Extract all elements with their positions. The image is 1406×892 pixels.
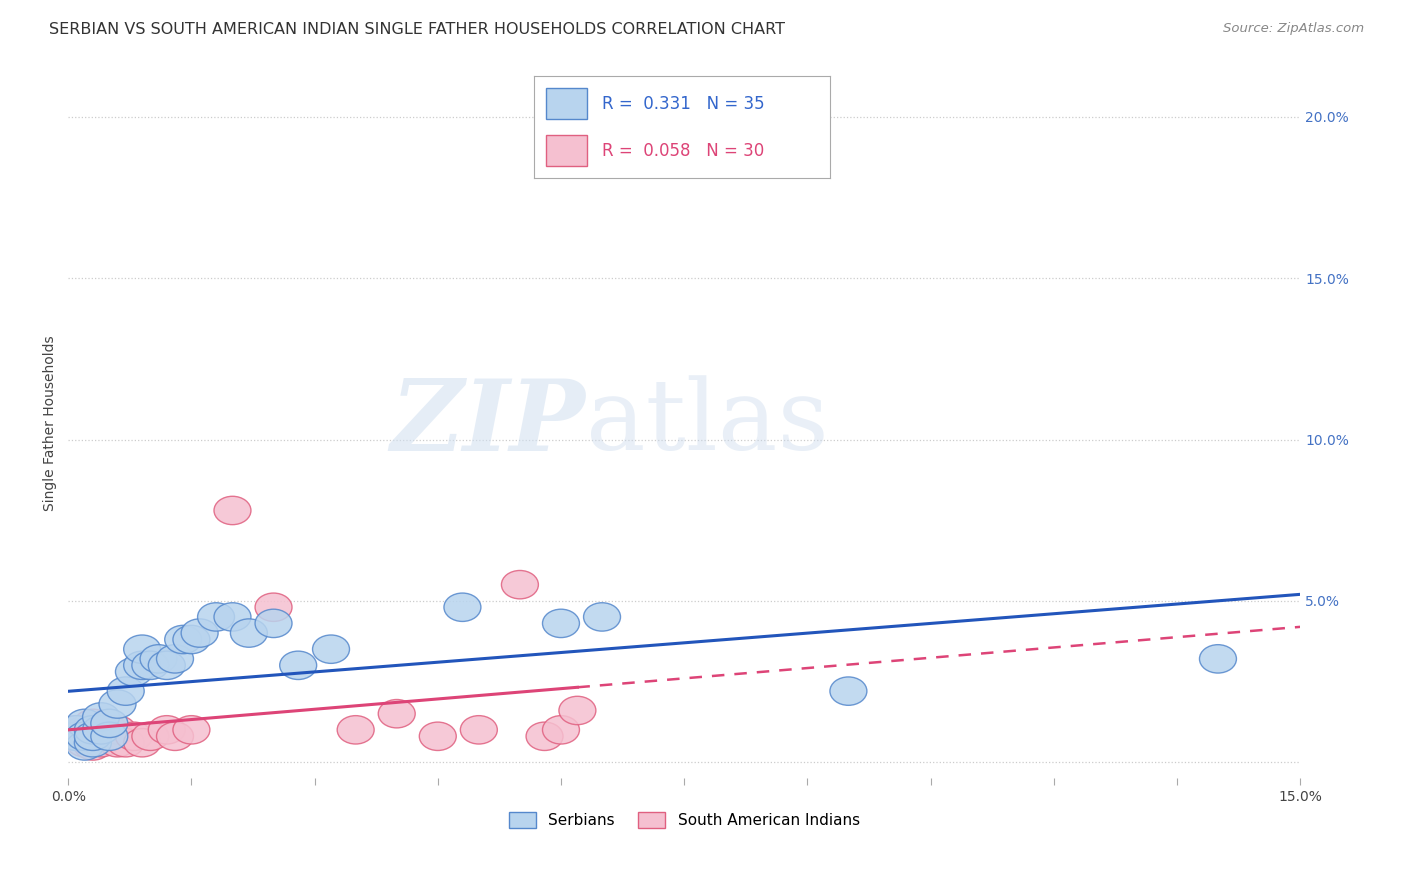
Ellipse shape bbox=[58, 723, 96, 750]
Ellipse shape bbox=[83, 729, 120, 757]
Ellipse shape bbox=[231, 619, 267, 648]
Ellipse shape bbox=[337, 715, 374, 744]
Ellipse shape bbox=[66, 731, 103, 760]
Ellipse shape bbox=[132, 723, 169, 750]
Ellipse shape bbox=[66, 709, 103, 738]
Ellipse shape bbox=[583, 603, 620, 632]
Ellipse shape bbox=[75, 715, 111, 744]
Ellipse shape bbox=[173, 715, 209, 744]
Ellipse shape bbox=[141, 645, 177, 673]
Text: ZIP: ZIP bbox=[391, 376, 586, 472]
Ellipse shape bbox=[75, 729, 111, 757]
Ellipse shape bbox=[58, 715, 96, 744]
Ellipse shape bbox=[419, 723, 457, 750]
Ellipse shape bbox=[165, 625, 201, 654]
Ellipse shape bbox=[91, 723, 128, 750]
Ellipse shape bbox=[378, 699, 415, 728]
Ellipse shape bbox=[66, 715, 103, 744]
Ellipse shape bbox=[124, 729, 160, 757]
Ellipse shape bbox=[312, 635, 350, 664]
Ellipse shape bbox=[91, 723, 128, 750]
Ellipse shape bbox=[526, 723, 562, 750]
Text: R =  0.331   N = 35: R = 0.331 N = 35 bbox=[602, 95, 765, 112]
Ellipse shape bbox=[66, 729, 103, 757]
Ellipse shape bbox=[148, 715, 186, 744]
Ellipse shape bbox=[115, 723, 152, 750]
Ellipse shape bbox=[214, 496, 250, 524]
Ellipse shape bbox=[444, 593, 481, 622]
Ellipse shape bbox=[214, 603, 250, 632]
Text: atlas: atlas bbox=[586, 376, 828, 471]
FancyBboxPatch shape bbox=[546, 136, 588, 166]
Ellipse shape bbox=[66, 723, 103, 750]
Ellipse shape bbox=[75, 731, 111, 760]
Ellipse shape bbox=[83, 723, 120, 750]
Y-axis label: Single Father Households: Single Father Households bbox=[44, 335, 58, 511]
Ellipse shape bbox=[543, 715, 579, 744]
Ellipse shape bbox=[560, 697, 596, 724]
Ellipse shape bbox=[75, 723, 111, 750]
Ellipse shape bbox=[83, 715, 120, 744]
Ellipse shape bbox=[98, 729, 136, 757]
Ellipse shape bbox=[830, 677, 868, 706]
Ellipse shape bbox=[98, 690, 136, 718]
Ellipse shape bbox=[124, 651, 160, 680]
Ellipse shape bbox=[254, 609, 292, 638]
Ellipse shape bbox=[173, 625, 209, 654]
FancyBboxPatch shape bbox=[546, 88, 588, 119]
Text: SERBIAN VS SOUTH AMERICAN INDIAN SINGLE FATHER HOUSEHOLDS CORRELATION CHART: SERBIAN VS SOUTH AMERICAN INDIAN SINGLE … bbox=[49, 22, 785, 37]
Ellipse shape bbox=[98, 715, 136, 744]
Text: R =  0.058   N = 30: R = 0.058 N = 30 bbox=[602, 142, 765, 160]
Ellipse shape bbox=[107, 729, 145, 757]
Ellipse shape bbox=[58, 723, 96, 750]
Ellipse shape bbox=[83, 703, 120, 731]
Ellipse shape bbox=[198, 603, 235, 632]
Text: Source: ZipAtlas.com: Source: ZipAtlas.com bbox=[1223, 22, 1364, 36]
Ellipse shape bbox=[156, 723, 194, 750]
Ellipse shape bbox=[58, 715, 96, 744]
Ellipse shape bbox=[460, 715, 498, 744]
Ellipse shape bbox=[148, 651, 186, 680]
Ellipse shape bbox=[254, 593, 292, 622]
Ellipse shape bbox=[107, 677, 145, 706]
Ellipse shape bbox=[91, 709, 128, 738]
Legend: Serbians, South American Indians: Serbians, South American Indians bbox=[502, 806, 866, 834]
Ellipse shape bbox=[543, 609, 579, 638]
Ellipse shape bbox=[280, 651, 316, 680]
Ellipse shape bbox=[1199, 645, 1236, 673]
Ellipse shape bbox=[502, 571, 538, 599]
Ellipse shape bbox=[124, 635, 160, 664]
Ellipse shape bbox=[181, 619, 218, 648]
Ellipse shape bbox=[115, 657, 152, 686]
Ellipse shape bbox=[75, 709, 111, 738]
Ellipse shape bbox=[75, 723, 111, 750]
Ellipse shape bbox=[156, 645, 194, 673]
Ellipse shape bbox=[91, 715, 128, 744]
Ellipse shape bbox=[132, 651, 169, 680]
